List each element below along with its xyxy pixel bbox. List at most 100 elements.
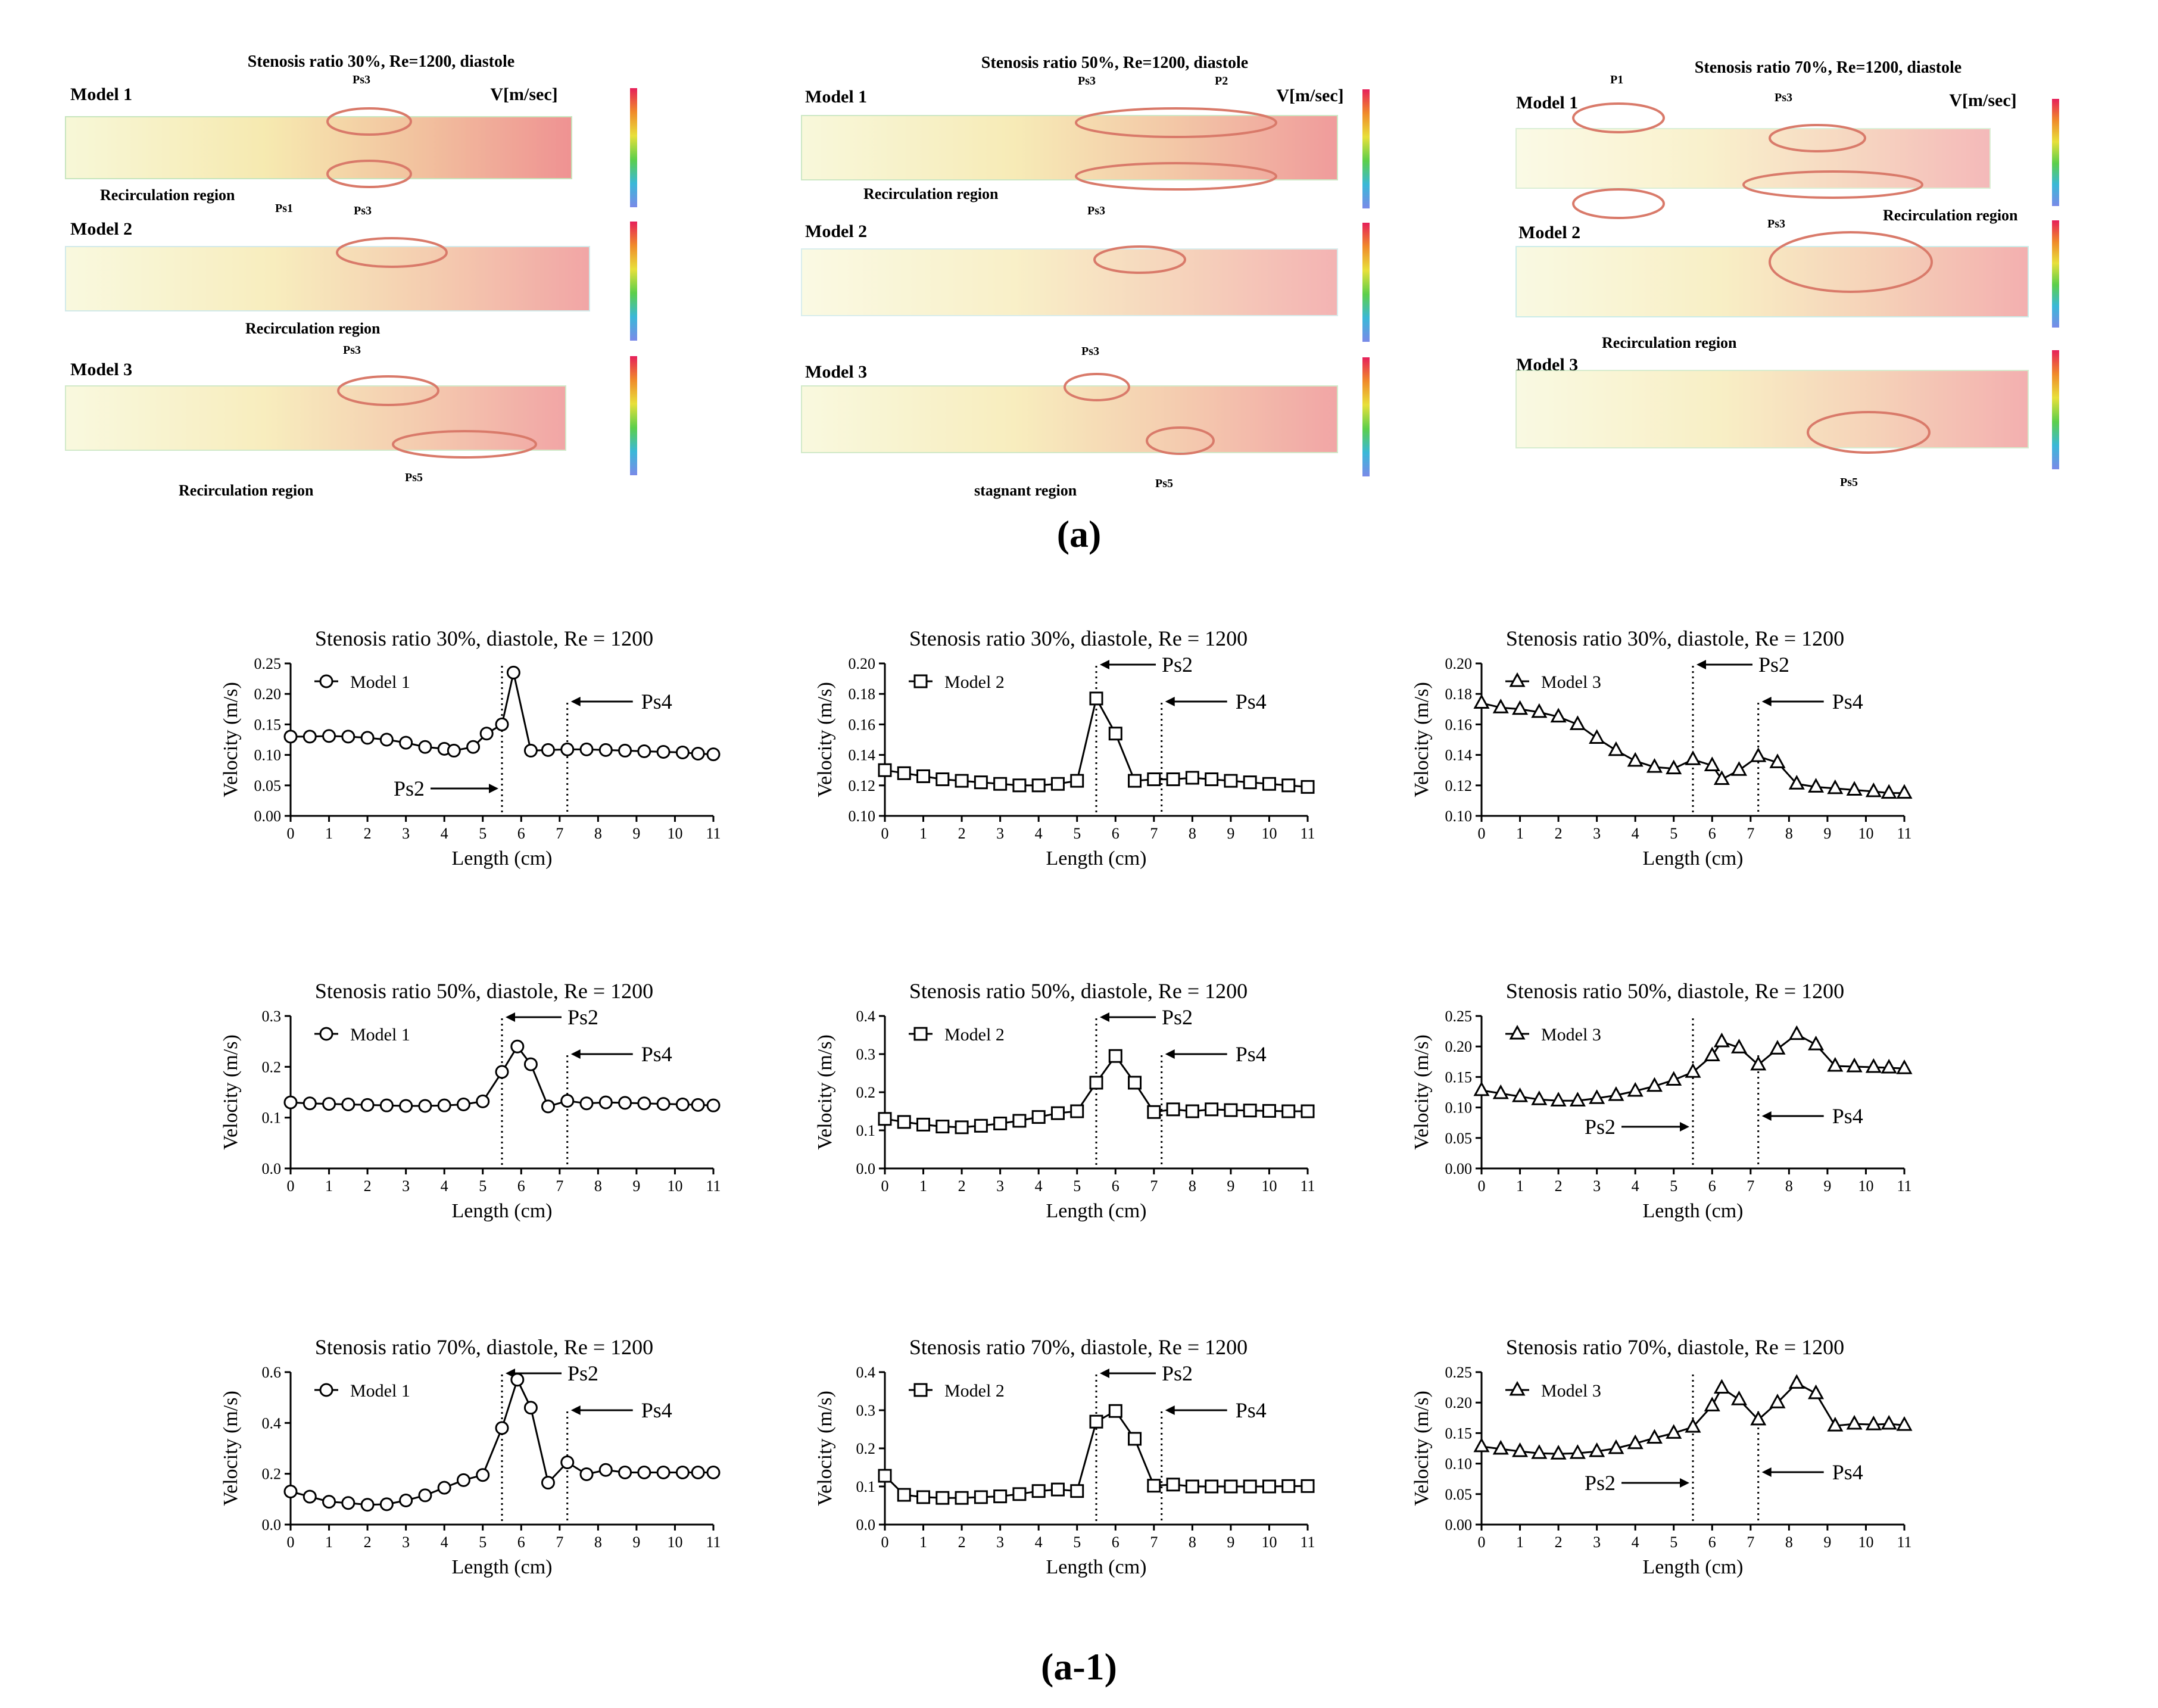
ps2-arrowhead xyxy=(1100,1369,1109,1378)
data-point xyxy=(974,1490,988,1504)
data-point xyxy=(1730,1039,1747,1054)
velocity-chart: Stenosis ratio 30%, diastole, Re = 1200 0… xyxy=(814,627,1315,869)
data-point xyxy=(1147,1479,1161,1493)
y-tick-label: 0.1 xyxy=(856,1122,876,1139)
legend-label: Model 2 xyxy=(944,672,1005,692)
data-point xyxy=(1865,1058,1882,1073)
y-tick-label: 0.05 xyxy=(1445,1486,1473,1503)
ps4-label: Ps4 xyxy=(641,1398,672,1422)
data-point xyxy=(1550,707,1567,723)
data-point xyxy=(1108,1049,1122,1063)
y-tick-label: 0.05 xyxy=(254,777,282,794)
y-tick-label: 0.12 xyxy=(849,777,876,794)
x-tick-label: 6 xyxy=(1708,1177,1716,1195)
data-point xyxy=(1750,1410,1767,1426)
legend-label: Model 3 xyxy=(1541,1381,1601,1401)
velocity-chart: Stenosis ratio 50%, diastole, Re = 1200 0… xyxy=(1411,979,1913,1222)
data-point xyxy=(993,1116,1008,1130)
data-point xyxy=(1531,703,1548,718)
ps2-arrowhead xyxy=(1100,660,1109,669)
x-tick-label: 3 xyxy=(996,1177,1004,1195)
data-point xyxy=(1569,715,1586,730)
data-point xyxy=(466,740,481,754)
region-label: stagnant region xyxy=(974,482,1077,499)
legend-marker xyxy=(1509,1380,1526,1396)
data-point xyxy=(1243,1104,1257,1118)
x-tick-label: 0 xyxy=(881,825,889,842)
data-point xyxy=(675,1097,690,1111)
data-point xyxy=(303,1096,317,1111)
data-point xyxy=(1550,1445,1567,1460)
data-point xyxy=(1147,772,1161,787)
velocity-chart: Stenosis ratio 30%, diastole, Re = 1200 0… xyxy=(220,627,721,869)
data-point xyxy=(1050,1106,1065,1120)
x-tick-label: 10 xyxy=(1858,1534,1873,1551)
data-point xyxy=(1012,778,1027,793)
x-tick-label: 1 xyxy=(325,1534,333,1551)
data-point xyxy=(399,1493,413,1507)
y-axis-label: Velocity (m/s) xyxy=(220,1391,242,1506)
data-point xyxy=(1846,781,1863,796)
x-tick-label: 4 xyxy=(1632,1177,1639,1195)
point-label: Ps5 xyxy=(405,471,423,484)
data-point xyxy=(1166,1102,1180,1117)
point-label: Ps3 xyxy=(353,73,370,86)
x-tick-label: 5 xyxy=(1073,1534,1081,1551)
y-tick-label: 0.15 xyxy=(1445,1068,1473,1086)
x-axis-label: Length (cm) xyxy=(1643,847,1744,869)
velocity-chart: Stenosis ratio 30%, diastole, Re = 1200 0… xyxy=(1411,627,1913,869)
y-tick-label: 0.16 xyxy=(849,716,876,733)
data-point xyxy=(637,1096,651,1111)
data-point xyxy=(1730,1390,1747,1405)
x-tick-label: 3 xyxy=(402,1177,410,1195)
recirculation-ellipse xyxy=(326,160,412,188)
data-point xyxy=(1089,1414,1103,1429)
data-point xyxy=(495,717,509,731)
y-tick-label: 0.6 xyxy=(262,1364,282,1381)
data-point xyxy=(1704,1046,1720,1062)
x-tick-label: 7 xyxy=(1747,1177,1754,1195)
data-point xyxy=(1827,779,1844,794)
chart-title: Stenosis ratio 70%, diastole, Re = 1200 xyxy=(315,1335,653,1359)
y-tick-label: 0.0 xyxy=(856,1516,876,1534)
data-point xyxy=(541,1476,555,1490)
y-tick-label: 0.10 xyxy=(1445,1455,1473,1473)
x-tick-label: 5 xyxy=(1073,825,1081,842)
y-tick-label: 0.00 xyxy=(1445,1516,1473,1534)
y-tick-label: 0.20 xyxy=(1445,1038,1473,1055)
region-label: Recirculation region xyxy=(1602,334,1737,351)
legend-marker xyxy=(319,1027,333,1041)
x-tick-label: 11 xyxy=(706,1177,721,1195)
data-point xyxy=(1262,777,1276,791)
panel-title: Stenosis ratio 50%, Re=1200, diastole xyxy=(981,54,1248,72)
data-point xyxy=(656,744,671,759)
data-point xyxy=(897,1115,911,1129)
y-tick-label: 0.4 xyxy=(262,1414,282,1432)
y-axis-label: Velocity (m/s) xyxy=(814,1034,836,1150)
data-point xyxy=(1627,752,1644,767)
legend-label: Model 1 xyxy=(350,1025,410,1045)
x-tick-label: 2 xyxy=(958,825,966,842)
region-label: Recirculation region xyxy=(1883,207,2018,224)
data-point xyxy=(283,1485,298,1499)
data-point xyxy=(1827,1056,1844,1072)
ps2-arrowhead xyxy=(506,1012,515,1022)
ps4-arrowhead xyxy=(1165,1405,1175,1415)
velocity-charts: Stenosis ratio 30%, diastole, Re = 1200 0… xyxy=(220,627,1913,1578)
data-point xyxy=(399,1099,413,1113)
data-point xyxy=(1569,1444,1586,1459)
model-label: Model 2 xyxy=(70,219,132,239)
data-point xyxy=(303,730,317,744)
flow-panel-70: Stenosis ratio 70%, Re=1200, diastole V[… xyxy=(1515,58,2059,489)
x-tick-label: 10 xyxy=(1261,825,1277,842)
data-point xyxy=(1666,1071,1682,1086)
ps4-label: Ps4 xyxy=(641,1042,672,1066)
data-point xyxy=(1769,1040,1786,1055)
x-tick-label: 2 xyxy=(958,1534,966,1551)
flow-field-panels: Stenosis ratio 30%, Re=1200, diastole V[… xyxy=(65,52,2059,555)
y-tick-label: 0.18 xyxy=(849,685,876,703)
legend-label: Model 2 xyxy=(944,1381,1005,1401)
data-point xyxy=(1827,1416,1844,1432)
data-point xyxy=(656,1097,671,1111)
